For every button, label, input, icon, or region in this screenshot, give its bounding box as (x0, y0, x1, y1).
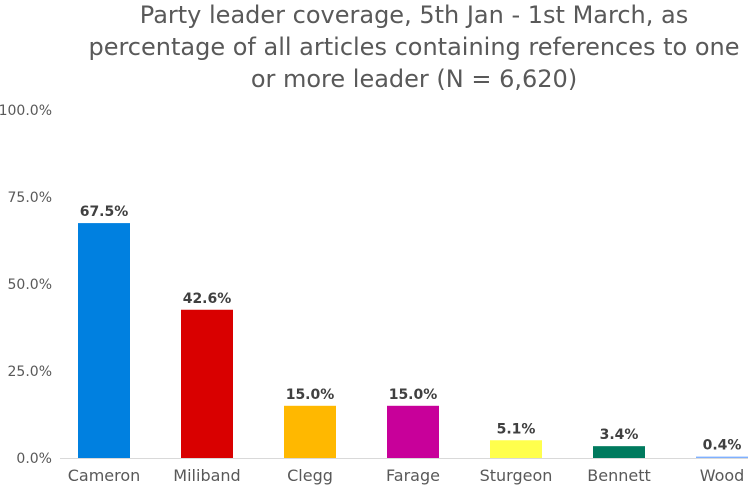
x-tick-label: Sturgeon (480, 466, 553, 485)
y-tick-label: 50.0% (8, 277, 52, 293)
x-tick-label: Miliband (173, 466, 240, 485)
data-label: 0.4% (703, 438, 742, 454)
data-label: 15.0% (286, 387, 335, 403)
data-label: 3.4% (600, 427, 639, 443)
data-label: 15.0% (389, 387, 438, 403)
chart-title-line: Party leader coverage, 5th Jan - 1st Mar… (140, 1, 688, 29)
y-axis: 0.0% 25.0% 50.0% 75.0% 100.0% (0, 103, 52, 467)
bar (78, 223, 130, 458)
bar (387, 405, 439, 458)
x-tick-label: Farage (386, 466, 440, 485)
y-tick-label: 100.0% (0, 103, 52, 119)
data-label: 42.6% (183, 291, 232, 307)
bar (490, 440, 542, 458)
data-labels: 67.5% 42.6% 15.0% 15.0% 5.1% 3.4% 0.4% (80, 204, 742, 454)
bar (696, 456, 748, 458)
chart-title-line: or more leader (N = 6,620) (251, 65, 577, 93)
bars (78, 223, 748, 458)
x-axis: Cameron Miliband Clegg Farage Sturgeon Bennet… (60, 458, 748, 485)
y-tick-label: 25.0% (8, 364, 52, 380)
bar (593, 446, 645, 458)
y-tick-label: 75.0% (8, 190, 52, 206)
x-tick-label: Wood (700, 466, 745, 485)
data-label: 67.5% (80, 204, 129, 220)
x-tick-label: Clegg (287, 466, 333, 485)
bar (284, 405, 336, 458)
chart-title: Party leader coverage, 5th Jan - 1st Mar… (88, 1, 739, 93)
data-label: 5.1% (497, 421, 536, 437)
x-tick-label: Bennett (587, 466, 651, 485)
y-tick-label: 0.0% (16, 451, 52, 467)
chart-title-line: percentage of all articles containing re… (88, 33, 739, 61)
x-tick-label: Cameron (68, 466, 141, 485)
bar (181, 309, 233, 458)
